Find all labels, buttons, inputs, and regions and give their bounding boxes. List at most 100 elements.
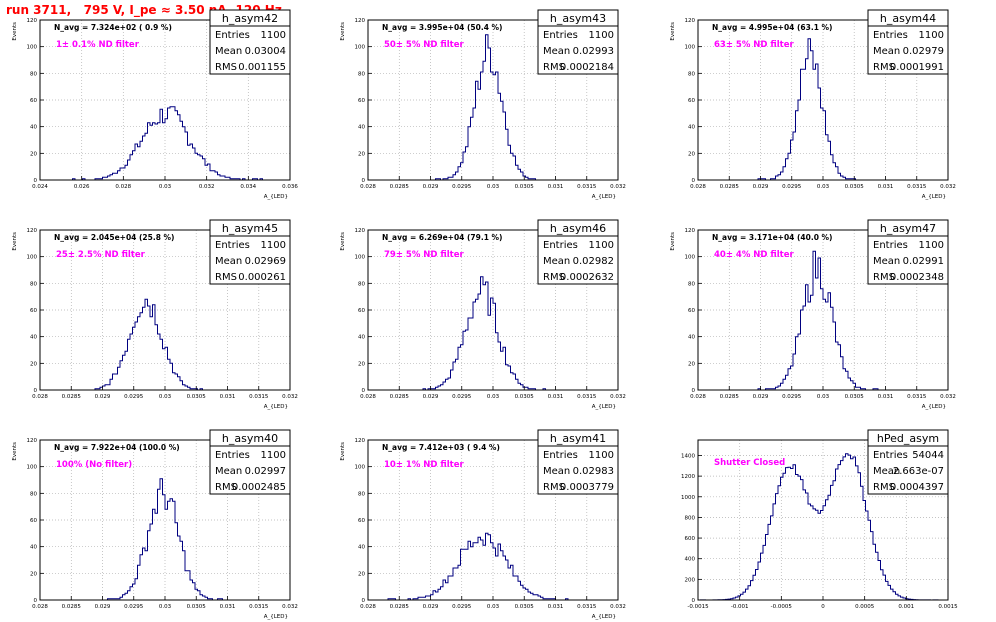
- x-tick-label: 0.028: [690, 184, 706, 190]
- stats-mean-value: 0.02983: [573, 466, 614, 477]
- x-tick-label: 0.031: [878, 184, 894, 190]
- y-tick-label: 100: [27, 45, 38, 51]
- y-tick-label: 60: [358, 98, 365, 104]
- n-avg-label: N_avg = 4.995e+04 (63.1 %): [712, 23, 832, 32]
- y-tick-label: 100: [355, 465, 366, 471]
- x-tick-label: 0.031: [548, 604, 564, 610]
- histogram-panel-1: 0.024 0.026 0.028 0.03 0.032 0.034 0.036 0 20 40 6…: [12, 9, 298, 200]
- stats-entries-value: 1100: [261, 30, 286, 41]
- stats-box: [537, 429, 619, 495]
- x-tick-label: 0.0305: [187, 394, 207, 400]
- stats-mean-label: Mean: [873, 466, 900, 477]
- x-tick-label: 0.0295: [782, 394, 802, 400]
- x-axis-title: A_{LED}: [922, 404, 946, 410]
- stats-mean-label: Mean: [543, 466, 570, 477]
- x-tick-label: 0: [821, 604, 825, 610]
- y-tick-label: 80: [688, 71, 695, 77]
- stats-rms-value: 0.000261: [238, 272, 286, 283]
- y-tick-label: 20: [30, 151, 37, 157]
- y-tick-label: 80: [358, 281, 365, 287]
- y-tick-label: 80: [30, 71, 37, 77]
- y-tick-label: 60: [358, 308, 365, 314]
- stats-entries-label: Entries: [543, 240, 578, 251]
- histogram-panel-6: 0.028 0.0285 0.029 0.0295 0.03 0.0305 0.031 0.0…: [670, 219, 956, 410]
- x-tick-label: 0.0305: [515, 394, 535, 400]
- x-tick-label: 0.032: [199, 184, 215, 190]
- x-axis-title: A_{LED}: [264, 404, 288, 410]
- y-axis-title: Events: [340, 22, 346, 41]
- x-tick-label: 0.029: [753, 394, 769, 400]
- filter-label: 1± 0.1% ND filter: [56, 40, 140, 50]
- n-avg-label: N_avg = 3.995e+04 (50.4 %): [382, 23, 502, 32]
- stats-entries-value: 1100: [589, 240, 614, 251]
- y-axis-title: Events: [12, 22, 18, 41]
- filter-label: 40± 4% ND filter: [714, 250, 794, 260]
- stats-rms-label: RMS: [543, 482, 565, 493]
- stats-rms-label: RMS: [215, 62, 237, 73]
- x-tick-label: 0.028: [32, 604, 48, 610]
- x-tick-label: 0.0315: [907, 394, 927, 400]
- x-tick-label: -0.0005: [771, 604, 793, 610]
- x-tick-label: 0.0315: [577, 604, 597, 610]
- stats-entries-label: Entries: [215, 30, 250, 41]
- y-tick-label: 120: [27, 438, 38, 444]
- x-tick-label: -0.001: [731, 604, 749, 610]
- y-tick-label: 400: [685, 557, 696, 563]
- y-tick-label: 120: [685, 18, 696, 24]
- filter-label: 10± 1% ND filter: [384, 460, 464, 470]
- stats-entries-value: 54044: [912, 450, 944, 461]
- x-tick-label: 0.029: [95, 394, 111, 400]
- x-tick-label: 0.0015: [938, 604, 958, 610]
- y-tick-label: 600: [685, 536, 696, 542]
- x-tick-label: 0.031: [220, 394, 236, 400]
- y-tick-label: 1200: [681, 474, 695, 480]
- x-tick-label: 0.032: [282, 394, 298, 400]
- y-tick-label: 80: [358, 491, 365, 497]
- stats-box-name: hPed_asym: [877, 432, 939, 445]
- stats-box-name: h_asym47: [880, 222, 936, 235]
- y-tick-label: 0: [362, 178, 366, 184]
- x-tick-label: 0.0285: [390, 604, 410, 610]
- y-tick-label: 40: [30, 335, 37, 341]
- histogram-panel-7: 0.028 0.0285 0.029 0.0295 0.03 0.0305 0.031 0.0…: [12, 429, 298, 620]
- stats-entries-label: Entries: [543, 450, 578, 461]
- histogram-panel-5: 0.028 0.0285 0.029 0.0295 0.03 0.0305 0.031 0.0…: [340, 219, 626, 410]
- x-axis-title: A_{LED}: [592, 194, 616, 200]
- x-tick-label: 0.026: [74, 184, 90, 190]
- x-tick-label: 0.032: [940, 184, 956, 190]
- filter-label: 25± 2.5% ND filter: [56, 250, 146, 260]
- filter-label: 79± 5% ND filter: [384, 250, 464, 260]
- x-tick-label: 0.03: [159, 184, 172, 190]
- y-tick-label: 80: [358, 71, 365, 77]
- x-tick-label: 0.0305: [845, 394, 865, 400]
- x-axis-title: A_{LED}: [264, 194, 288, 200]
- x-tick-label: 0.034: [240, 184, 256, 190]
- stats-entries-value: 1100: [589, 30, 614, 41]
- x-tick-label: 0.0315: [249, 604, 269, 610]
- stats-mean-value: 0.03004: [245, 46, 286, 57]
- stats-mean-value: 0.02982: [573, 256, 614, 267]
- stats-mean-value: 0.02969: [245, 256, 286, 267]
- y-tick-label: 40: [358, 125, 365, 131]
- stats-entries-value: 1100: [261, 450, 286, 461]
- stats-mean-label: Mean: [215, 256, 242, 267]
- y-tick-label: 100: [27, 465, 38, 471]
- x-tick-label: 0.0295: [452, 394, 472, 400]
- stats-entries-label: Entries: [873, 450, 908, 461]
- y-tick-label: 100: [355, 255, 366, 261]
- y-tick-label: 0: [34, 598, 38, 604]
- stats-box: [867, 219, 949, 285]
- y-axis-title: Events: [340, 232, 346, 251]
- stats-rms-value: 0.0004397: [890, 482, 944, 493]
- filter-label: 50± 5% ND filter: [384, 40, 464, 50]
- stats-mean-label: Mean: [873, 46, 900, 57]
- y-axis-title: Events: [340, 442, 346, 461]
- y-tick-label: 0: [34, 388, 38, 394]
- stats-rms-label: RMS: [543, 62, 565, 73]
- y-tick-label: 0: [34, 178, 38, 184]
- x-tick-label: 0.03: [817, 394, 830, 400]
- y-tick-label: 80: [688, 281, 695, 287]
- y-axis-title: Events: [670, 22, 676, 41]
- stats-mean-value: 0.02997: [245, 466, 286, 477]
- y-tick-label: 0: [362, 598, 366, 604]
